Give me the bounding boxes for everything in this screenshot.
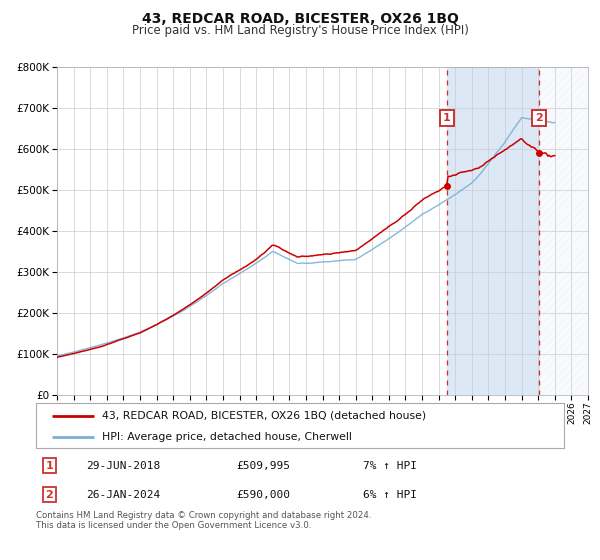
Text: 6% ↑ HPI: 6% ↑ HPI [364, 490, 418, 500]
Text: 43, REDCAR ROAD, BICESTER, OX26 1BQ (detached house): 43, REDCAR ROAD, BICESTER, OX26 1BQ (det… [102, 410, 426, 421]
Text: £509,995: £509,995 [236, 461, 290, 470]
Text: Price paid vs. HM Land Registry's House Price Index (HPI): Price paid vs. HM Land Registry's House … [131, 24, 469, 36]
Text: £590,000: £590,000 [236, 490, 290, 500]
Text: 26-JAN-2024: 26-JAN-2024 [86, 490, 160, 500]
Text: 1: 1 [46, 461, 53, 470]
Text: 29-JUN-2018: 29-JUN-2018 [86, 461, 160, 470]
Text: HPI: Average price, detached house, Cherwell: HPI: Average price, detached house, Cher… [102, 432, 352, 442]
Bar [447, 67, 539, 395]
Text: 2: 2 [46, 490, 53, 500]
Bar [539, 67, 588, 395]
Text: 2: 2 [536, 113, 543, 123]
Text: 43, REDCAR ROAD, BICESTER, OX26 1BQ: 43, REDCAR ROAD, BICESTER, OX26 1BQ [142, 12, 458, 26]
Text: 7% ↑ HPI: 7% ↑ HPI [364, 461, 418, 470]
Text: Contains HM Land Registry data © Crown copyright and database right 2024.
This d: Contains HM Land Registry data © Crown c… [36, 511, 371, 530]
Text: 1: 1 [443, 113, 451, 123]
